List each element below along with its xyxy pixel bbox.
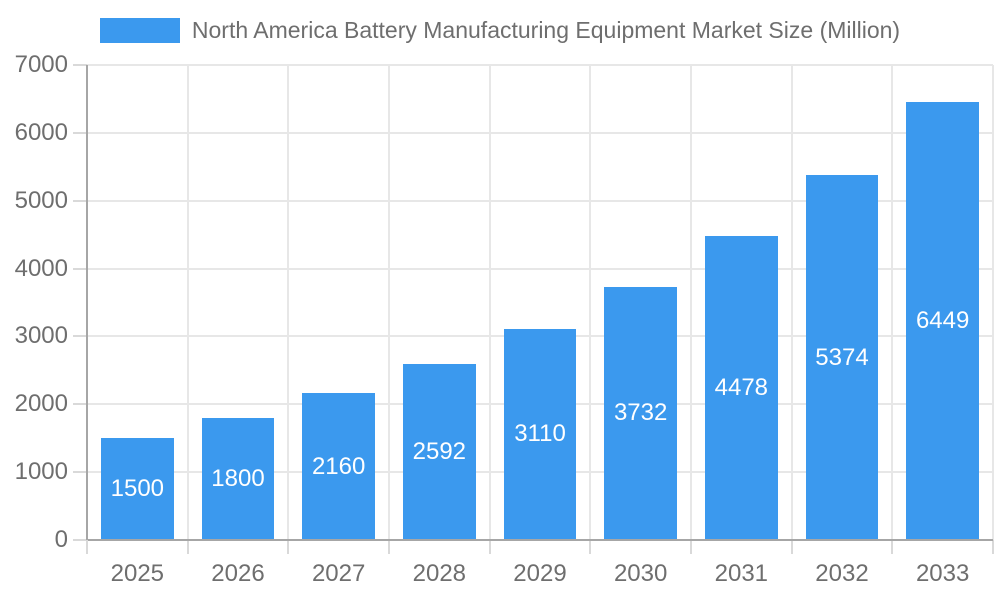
y-axis-tick xyxy=(73,539,87,541)
x-axis-tick xyxy=(992,540,994,554)
bar[interactable] xyxy=(906,102,979,540)
bar-value-label: 2160 xyxy=(311,452,366,480)
bar-value-label: 6449 xyxy=(915,307,970,335)
y-axis-tick xyxy=(73,403,87,406)
legend[interactable]: North America Battery Manufacturing Equi… xyxy=(0,16,1000,44)
x-gridline xyxy=(186,65,189,540)
x-gridline xyxy=(287,65,290,540)
bar-value-label: 5374 xyxy=(815,343,869,371)
bar[interactable] xyxy=(805,175,879,540)
x-axis-label: 2028 xyxy=(412,560,467,587)
y-axis-tick xyxy=(73,471,87,474)
bar-value-label: 1800 xyxy=(211,464,265,492)
y-axis-tick xyxy=(73,335,87,338)
bar-value-label: 4478 xyxy=(714,374,769,402)
y-axis-tick xyxy=(73,64,87,66)
y-gridline xyxy=(87,64,993,66)
x-axis-tick xyxy=(589,540,592,554)
bar[interactable] xyxy=(705,236,778,540)
x-axis-tick xyxy=(690,540,692,554)
y-axis-tick xyxy=(73,267,87,270)
x-axis-tick xyxy=(186,540,189,554)
x-axis-label: 2025 xyxy=(110,560,165,587)
y-axis-label: 5000 xyxy=(14,186,68,214)
x-gridline xyxy=(589,65,592,540)
y-axis-label: 3000 xyxy=(14,322,68,350)
y-axis-label: 7000 xyxy=(14,51,68,78)
x-axis-tick xyxy=(790,540,793,554)
x-axis-label: 2030 xyxy=(613,560,668,587)
x-gridline xyxy=(790,65,793,540)
y-axis-line xyxy=(86,65,88,540)
bar-value-label: 2592 xyxy=(412,438,467,466)
x-gridline xyxy=(891,65,894,540)
plot-area: 0 1000 2000 3000 4000 5000 6000 7000 1500 2025 180… xyxy=(15,51,994,587)
x-axis-label: 2031 xyxy=(714,560,769,587)
bar[interactable] xyxy=(201,417,275,540)
y-axis-tick xyxy=(73,131,87,134)
y-axis-label: 6000 xyxy=(14,118,68,146)
x-gridline xyxy=(992,65,994,540)
legend-swatch xyxy=(99,17,180,43)
x-axis-label: 2027 xyxy=(311,560,366,587)
legend-label: North America Battery Manufacturing Equi… xyxy=(191,17,901,43)
bar-value-label: 3110 xyxy=(514,420,566,448)
x-gridline xyxy=(690,65,692,540)
y-axis-label: 0 xyxy=(54,526,68,553)
x-gridline xyxy=(488,65,491,540)
bar-value-label: 1500 xyxy=(110,475,165,503)
x-axis-label: 2033 xyxy=(915,560,970,587)
bar[interactable] xyxy=(101,438,174,540)
y-gridline xyxy=(87,267,993,270)
x-axis-label: 2029 xyxy=(513,560,567,587)
y-axis-label: 1000 xyxy=(14,458,68,486)
bar[interactable] xyxy=(503,328,577,540)
y-gridline xyxy=(87,199,993,202)
bar-value-label: 3732 xyxy=(613,399,668,427)
y-axis-tick xyxy=(73,199,87,202)
x-axis-tick xyxy=(891,540,894,554)
x-gridline xyxy=(388,65,390,540)
x-axis-tick xyxy=(488,540,491,554)
x-axis-line xyxy=(87,539,993,541)
x-axis-label: 2026 xyxy=(211,560,265,587)
bar[interactable] xyxy=(302,393,375,540)
x-axis-label: 2032 xyxy=(815,560,869,587)
y-gridline xyxy=(87,131,993,134)
bar[interactable] xyxy=(403,364,476,540)
y-axis-label: 2000 xyxy=(14,390,68,418)
x-axis-tick xyxy=(86,540,88,554)
x-axis-tick xyxy=(388,540,390,554)
y-axis-label: 4000 xyxy=(14,254,68,282)
x-axis-tick xyxy=(287,540,290,554)
bar[interactable] xyxy=(604,286,677,540)
